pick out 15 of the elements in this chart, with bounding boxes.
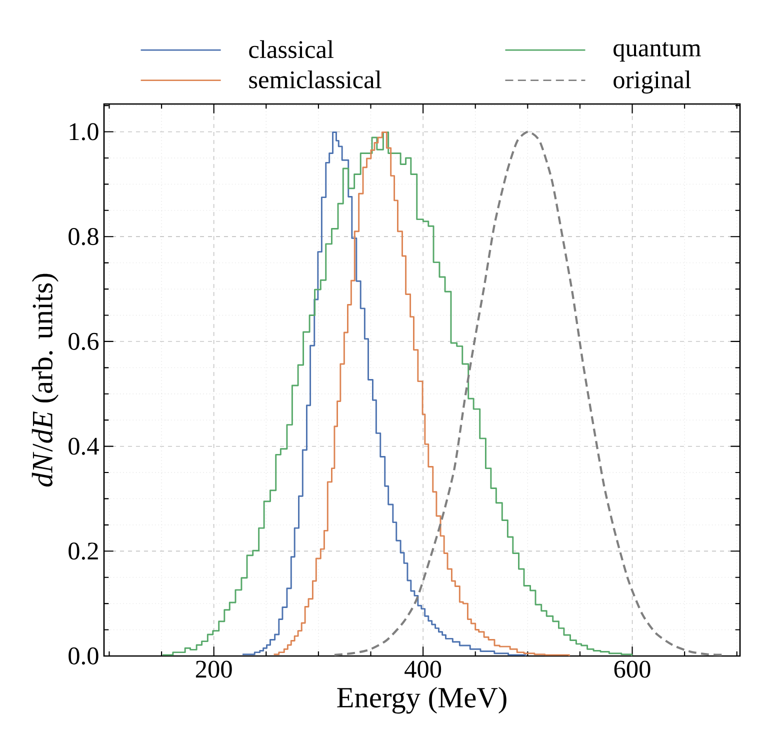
y-tick-label: 1.0 — [70, 123, 98, 140]
legend-label: quantum — [614, 42, 701, 62]
legend-label: original — [614, 70, 691, 94]
y-tick-label: 0.4 — [68, 438, 99, 455]
y-tick-label: 0.0 — [68, 647, 98, 665]
x-axis-title: Energy (MeV) — [337, 686, 506, 714]
x-tick-label: 200 — [196, 660, 232, 678]
x-tick-label: 600 — [614, 660, 650, 678]
y-tick-label: 0.2 — [68, 542, 98, 560]
y-tick-label: 0.8 — [68, 228, 98, 246]
x-tick-label: 400 — [404, 660, 442, 678]
y-axis-title: dN/dE (arb. units) — [32, 274, 58, 487]
legend-label: classical — [249, 40, 334, 58]
y-tick-label: 0.6 — [68, 332, 99, 350]
legend-label: semiclassical — [249, 70, 382, 88]
